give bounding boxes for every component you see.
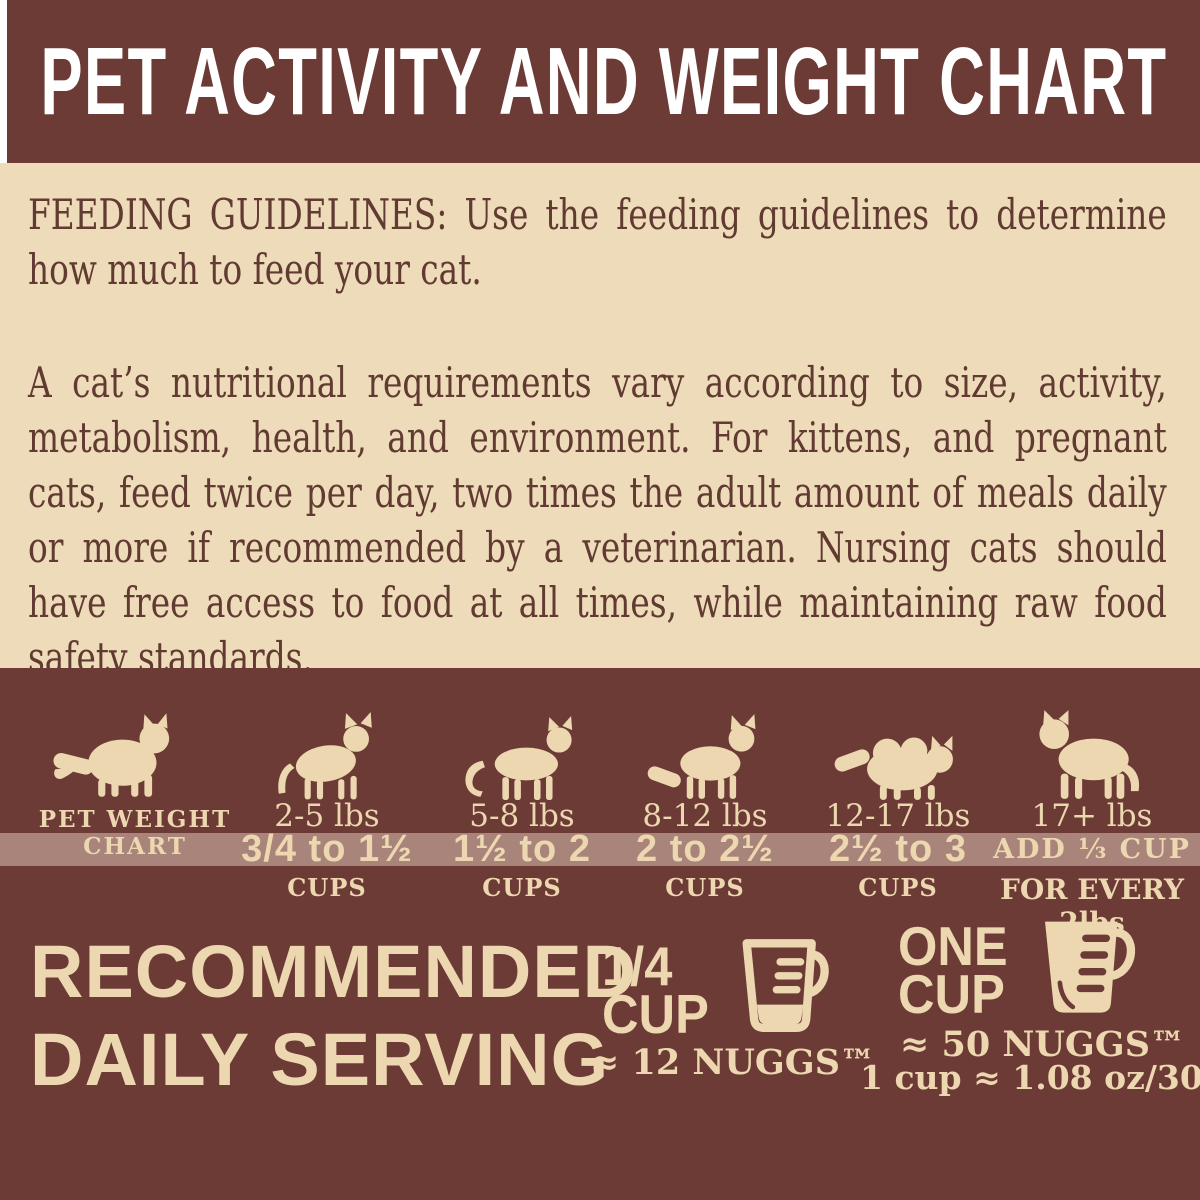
serving-unit: CUPS — [665, 873, 745, 902]
one-cup-label: ONE CUP — [898, 915, 1008, 1025]
feeding-guidelines-section: FEEDING GUIDELINES: Use the feeding guid… — [0, 163, 1200, 682]
cat-large-fluffy-icon — [53, 713, 170, 797]
quarter-cup-approx: ≈ 12 NUGGS™ — [590, 1042, 875, 1083]
serving-heading: RECOMMENDED DAILY SERVING — [30, 928, 637, 1104]
weight-column-2-5: 2-5 lbs 3/4 to 1½ CUPS — [237, 700, 417, 902]
weight-range: 8-12 lbs — [642, 798, 768, 834]
quarter-cup-line2: CUP — [602, 983, 709, 1045]
cat-sleek-icon — [432, 700, 612, 800]
weight-range: 5-8 lbs — [469, 798, 575, 834]
header-banner: PET ACTIVITY AND WEIGHT CHART — [7, 0, 1200, 163]
serving-amount: 2 to 2½ — [636, 828, 774, 870]
guidelines-copy: FEEDING GUIDELINES: Use the feeding guid… — [28, 187, 1167, 743]
one-cup-approx: ≈ 50 NUGGS™ — [900, 1024, 1185, 1065]
serving-unit: CUPS — [287, 873, 367, 902]
weight-column-8-12: 8-12 lbs 2 to 2½ CUPS — [615, 700, 795, 902]
serving-unit: CUPS — [482, 873, 562, 902]
serving-amount: 3/4 to 1½ — [241, 828, 413, 870]
cat-kitten-icon — [237, 700, 417, 800]
serving-heading-line1: RECOMMENDED — [30, 930, 638, 1013]
quarter-cup-line1: 1/4 — [602, 935, 673, 997]
weight-chart-panel — [0, 668, 1200, 1200]
weight-range: 2-5 lbs — [274, 798, 380, 834]
guidelines-body: A cat’s nutritional requirements vary ac… — [28, 358, 1167, 682]
weight-column-12-17: 12-17 lbs 2½ to 3 CUPS — [808, 700, 988, 902]
cat-large-standing-left-icon — [982, 700, 1200, 800]
weight-range: 12-17 lbs — [825, 798, 971, 834]
weight-column-5-8: 5-8 lbs 1½ to 2 CUPS — [432, 700, 612, 902]
guidelines-intro: FEEDING GUIDELINES: Use the feeding guid… — [28, 190, 1167, 294]
serving-amount: 2½ to 3 — [829, 828, 967, 870]
quarter-cup-label: 1/4 CUP — [602, 935, 709, 1045]
cup-weight-conversion: 1 cup ≈ 1.08 oz/30.6 g — [860, 1058, 1200, 1097]
serving-amount-band — [0, 833, 1200, 866]
page-title: PET ACTIVITY AND WEIGHT CHART — [39, 27, 1168, 135]
measuring-cup-quarter-full-icon — [742, 939, 829, 1032]
serving-unit: CUPS — [858, 873, 938, 902]
serving-amount: ADD ⅓ CUP — [993, 834, 1191, 865]
one-cup-line2: CUP — [898, 963, 1005, 1025]
weight-chart-label: PET WEIGHT CHART — [38, 806, 232, 860]
weight-range: 17+ lbs — [1031, 798, 1153, 834]
cat-standing-icon — [615, 700, 795, 800]
cat-fluffy-crouching-icon — [808, 700, 988, 800]
measuring-cup-full-icon — [1045, 921, 1136, 1013]
serving-heading-line2: DAILY SERVING — [30, 1018, 610, 1101]
serving-amount: 1½ to 2 — [453, 828, 591, 870]
one-cup-line1: ONE — [898, 915, 1008, 977]
